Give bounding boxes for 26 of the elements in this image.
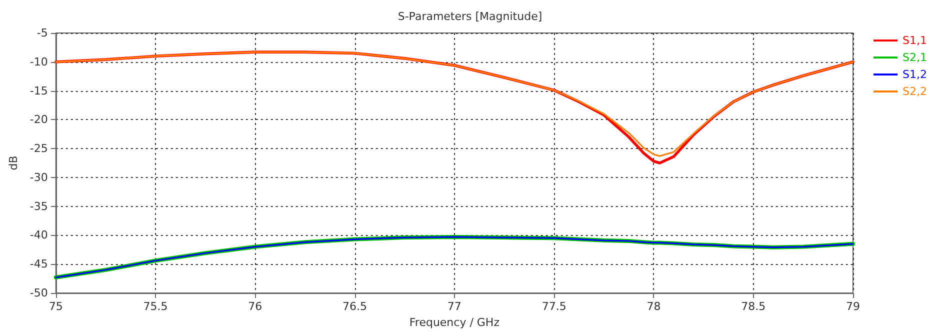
x-tick-label: 78	[646, 300, 661, 313]
legend-label: S2,1	[902, 51, 928, 64]
y-tick-label: -5	[36, 26, 48, 40]
y-tick-label: -15	[30, 84, 48, 98]
y-tick-label: -25	[30, 142, 48, 156]
legend-label: S1,2	[902, 68, 928, 81]
x-tick-label: 78.5	[741, 300, 766, 313]
legend-label: S1,1	[902, 34, 928, 47]
x-tick-label: 77	[447, 300, 462, 313]
x-tick-label: 79	[846, 300, 860, 313]
legend-label: S2,2	[902, 85, 928, 98]
x-axis-title: Frequency / GHz	[409, 316, 500, 329]
chart-title: S-Parameters [Magnitude]	[398, 10, 542, 23]
x-tick-label: 76.5	[342, 300, 368, 313]
y-tick-label: -35	[30, 200, 48, 213]
y-axis-title: dB	[7, 156, 20, 170]
y-tick-label: -45	[30, 258, 48, 271]
x-tick-label: 75	[48, 300, 63, 313]
x-tick-label: 75.5	[143, 300, 168, 313]
y-tick-label: -30	[30, 170, 48, 184]
y-tick-label: -50	[30, 286, 48, 300]
x-tick-label: 76	[248, 300, 262, 313]
x-tick-label: 77.5	[542, 300, 566, 313]
y-tick-label: -10	[30, 55, 48, 68]
y-tick-label: -40	[30, 228, 48, 242]
y-tick-label: -20	[30, 113, 48, 126]
